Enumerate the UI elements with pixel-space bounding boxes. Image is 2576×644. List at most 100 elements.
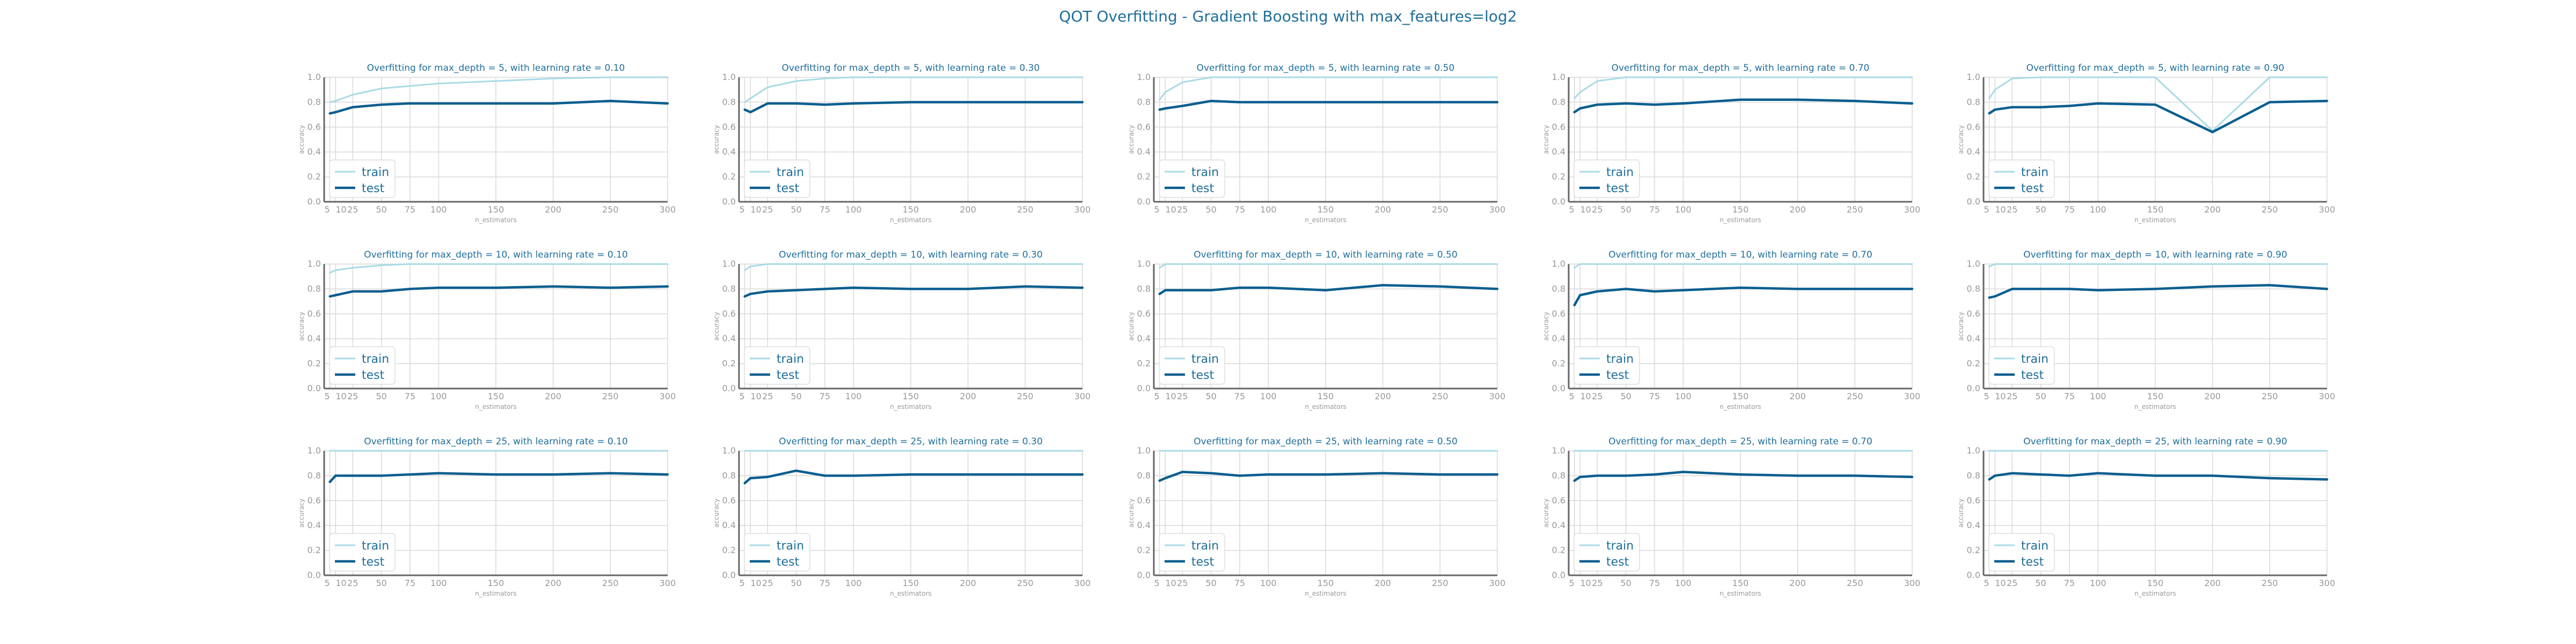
y-tick-label: 0.6 [308, 309, 321, 319]
y-axis-label: accuracy [1542, 125, 1550, 154]
x-tick-label: 75 [1649, 391, 1660, 401]
y-tick-label: 0.4 [1552, 333, 1565, 343]
y-tick-label: 0.8 [1137, 470, 1151, 480]
subplot-12: Overfitting for max_depth = 25, with lea… [713, 436, 1091, 597]
subplot-11: Overfitting for max_depth = 25, with lea… [298, 436, 676, 597]
x-tick-label: 10 [335, 391, 346, 401]
x-tick-label: 75 [405, 391, 415, 401]
x-tick-label: 150 [1732, 391, 1749, 401]
series-line-train [1159, 76, 1498, 101]
subplot-title: Overfitting for max_depth = 5, with lear… [367, 63, 625, 74]
x-axis-label: n_estimators [1719, 216, 1761, 224]
x-tick-label: 200 [960, 391, 976, 401]
legend-label-train: train [2021, 539, 2048, 553]
legend-label-test: test [1606, 369, 1629, 382]
x-axis-label: n_estimators [475, 403, 517, 411]
legend-label-test: test [777, 369, 800, 382]
x-tick-label: 10 [335, 578, 346, 588]
x-axis-label: n_estimators [1305, 403, 1346, 411]
series-line-test [743, 101, 1084, 114]
legend-label-train: train [362, 166, 389, 179]
x-axis-label: n_estimators [2134, 403, 2176, 411]
x-tick-label: 5 [739, 578, 744, 588]
y-tick-label: 0.0 [1552, 570, 1565, 580]
x-tick-label: 100 [1675, 204, 1692, 215]
x-tick-label: 50 [376, 204, 386, 215]
y-tick-label: 0.4 [722, 520, 736, 530]
x-tick-label: 250 [602, 204, 619, 215]
y-tick-label: 0.2 [308, 172, 321, 182]
series-line-test [1158, 99, 1499, 111]
x-tick-label: 10 [750, 204, 761, 215]
legend-label-train: train [1606, 353, 1634, 366]
series-line-train [1988, 76, 2328, 132]
y-axis-label: accuracy [1957, 312, 1965, 341]
series-line-train [329, 76, 669, 103]
x-axis-label: n_estimators [475, 216, 517, 224]
x-tick-label: 25 [2007, 578, 2017, 588]
series-line-test [743, 285, 1084, 298]
x-tick-label: 50 [1620, 578, 1631, 588]
y-tick-label: 1.0 [1137, 72, 1151, 82]
x-tick-label: 200 [1789, 578, 1806, 588]
subplot-1: Overfitting for max_depth = 5, with lear… [298, 63, 676, 224]
y-tick-label: 0.4 [308, 520, 321, 530]
x-tick-label: 200 [1374, 204, 1391, 215]
subplot-2: Overfitting for max_depth = 5, with lear… [713, 63, 1091, 224]
x-tick-label: 150 [1732, 204, 1749, 215]
x-tick-label: 100 [2090, 391, 2106, 401]
x-tick-label: 100 [845, 204, 862, 215]
y-tick-label: 1.0 [1552, 259, 1565, 269]
legend-label-test: test [1606, 182, 1629, 195]
legend-label-train: train [362, 539, 389, 553]
x-tick-label: 75 [1649, 578, 1660, 588]
x-tick-label: 50 [2035, 391, 2046, 401]
y-tick-label: 0.8 [722, 470, 736, 480]
x-tick-label: 5 [324, 578, 330, 588]
x-axis-label: n_estimators [475, 590, 517, 597]
x-tick-label: 10 [1165, 204, 1176, 215]
y-tick-label: 1.0 [722, 72, 736, 82]
x-tick-label: 10 [1995, 578, 2006, 588]
y-tick-label: 0.8 [1967, 470, 1980, 480]
y-tick-label: 0.4 [1967, 333, 1980, 343]
y-tick-label: 0.2 [722, 172, 736, 182]
x-tick-label: 50 [2035, 578, 2046, 588]
x-tick-label: 250 [1847, 578, 1863, 588]
y-tick-label: 1.0 [308, 259, 321, 269]
x-tick-label: 150 [903, 578, 919, 588]
y-tick-label: 0.4 [1967, 520, 1980, 530]
x-tick-label: 250 [602, 391, 619, 401]
y-tick-label: 0.6 [722, 122, 736, 132]
legend-label-test: test [1191, 369, 1214, 382]
y-tick-label: 0.2 [722, 358, 736, 369]
x-tick-label: 100 [1260, 578, 1277, 588]
x-tick-label: 300 [2319, 578, 2336, 588]
y-tick-label: 0.8 [1137, 97, 1151, 107]
legend-label-test: test [362, 555, 385, 569]
y-tick-label: 1.0 [1552, 72, 1565, 82]
x-tick-label: 5 [1154, 391, 1159, 401]
subplot-15: Overfitting for max_depth = 25, with lea… [1957, 436, 2335, 597]
subplot-13: Overfitting for max_depth = 25, with lea… [1128, 436, 1505, 597]
x-tick-label: 100 [430, 578, 447, 588]
x-tick-label: 10 [335, 204, 346, 215]
x-tick-label: 300 [660, 204, 676, 215]
y-tick-label: 1.0 [722, 445, 736, 456]
y-tick-label: 0.0 [1137, 196, 1151, 207]
x-tick-label: 250 [602, 578, 619, 588]
y-axis-label: accuracy [713, 312, 720, 341]
x-axis-label: n_estimators [890, 216, 932, 224]
x-tick-label: 25 [762, 204, 773, 215]
y-tick-label: 0.0 [1552, 196, 1565, 207]
x-tick-label: 150 [903, 204, 919, 215]
x-tick-label: 75 [819, 391, 830, 401]
series-line-train [1159, 263, 1498, 269]
y-tick-label: 0.4 [722, 147, 736, 157]
subplot-title: Overfitting for max_depth = 5, with lear… [2026, 63, 2285, 74]
y-tick-label: 0.6 [1967, 495, 1980, 506]
y-tick-label: 0.0 [1967, 383, 1980, 393]
legend-label-test: test [2021, 369, 2044, 382]
x-tick-label: 5 [1569, 391, 1574, 401]
y-tick-label: 0.8 [1137, 283, 1151, 294]
